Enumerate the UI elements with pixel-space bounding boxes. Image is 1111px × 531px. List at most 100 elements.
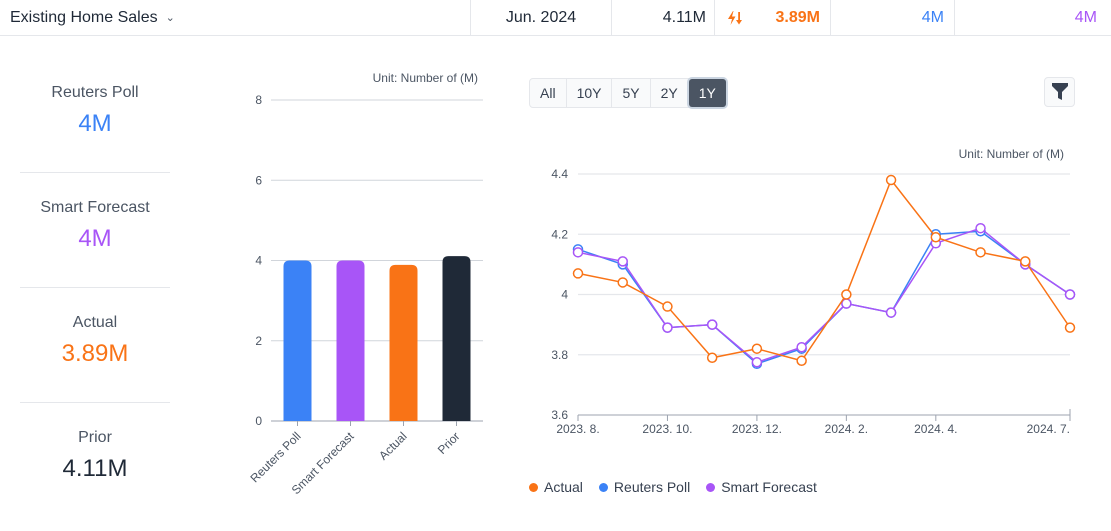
legend-label: Smart Forecast [721,479,817,495]
series-reuters-poll [572,225,1076,370]
range-all-button[interactable]: All [530,79,567,107]
series-smart-forecast [572,222,1076,368]
header-reuters-poll-value: 4M [921,8,944,26]
line-xtick-label: 2024. 4. [914,422,957,436]
divider [611,0,612,35]
range-2y-button[interactable]: 2Y [651,79,689,107]
line-ytick-label: 4 [561,288,568,302]
indicator-title: Existing Home Sales [10,8,158,26]
line-ytick-label: 3.6 [551,408,568,422]
data-point[interactable] [1020,256,1031,267]
bar-ytick-label: 2 [255,334,262,348]
divider [470,0,471,35]
filter-button[interactable] [1044,77,1075,107]
data-point[interactable] [617,277,628,288]
series-line [577,227,1071,364]
bar-ytick-label: 4 [255,254,262,268]
line-ytick-label: 4.4 [551,167,568,181]
line-xtick-label: 2023. 12. [732,422,782,436]
data-point[interactable] [662,301,673,312]
line-xtick-label: 2023. 10. [642,422,692,436]
data-point[interactable] [572,247,584,258]
bar-prior[interactable] [442,256,471,421]
range-selector: All 10Y 5Y 2Y 1Y [529,78,727,108]
data-point[interactable] [796,341,807,353]
data-point[interactable] [662,322,673,333]
header-actual-value: 3.89M [775,8,820,26]
data-point[interactable] [975,247,986,258]
data-point[interactable] [1064,289,1076,300]
data-point[interactable] [796,355,807,367]
data-point[interactable] [885,307,897,318]
range-1y-button[interactable]: 1Y [688,79,726,107]
bar-smart-forecast[interactable] [336,260,365,422]
divider [830,0,831,35]
header-prior-value: 4.11M [662,8,706,26]
bar-xtick-label: Prior [435,429,463,457]
stat-actual: Actual 3.89M [20,288,170,403]
line-xtick-label: 2024. 2. [825,422,868,436]
bar-unit-label: Unit: Number of (M) [373,71,478,85]
line-chart: Unit: Number of (M) 3.6 3.8 4 4.2 4.4 2023. … [551,147,1076,436]
bolt-down-arrow-icon [728,10,742,25]
divider [714,0,715,35]
range-5y-button[interactable]: 5Y [612,79,651,107]
stat-smart-forecast: Smart Forecast 4M [20,173,170,288]
data-point[interactable] [975,222,986,234]
stat-label: Actual [72,314,118,331]
filter-icon [1051,83,1068,100]
bar-reuters-poll[interactable] [283,260,312,422]
line-chart-legend: Actual Reuters Poll Smart Forecast [529,479,833,495]
bar-ytick-label: 6 [255,173,262,187]
indicator-header-bar: Existing Home Sales ⌄ Jun. 2024 4.11M 3.… [0,0,1111,36]
data-point[interactable] [751,357,763,368]
indicator-selector[interactable]: Existing Home Sales ⌄ [10,0,470,35]
legend-item-actual[interactable]: Actual [529,479,583,495]
data-point[interactable] [706,319,718,330]
bar-xtick-label: Reuters Poll [247,429,303,485]
bar-ytick-label: 0 [255,414,262,428]
stat-prior: Prior 4.11M [20,403,170,518]
legend-dot-icon [529,482,538,492]
series-line [577,178,1071,362]
line-unit-label: Unit: Number of (M) [959,147,1064,161]
legend-item-smart-forecast[interactable]: Smart Forecast [706,479,817,495]
header-smart-forecast-value: 4M [1074,8,1097,26]
legend-dot-icon [598,482,608,492]
stat-label: Prior [78,429,112,446]
data-point[interactable] [617,256,628,267]
stat-label: Reuters Poll [51,84,139,101]
data-point[interactable] [751,343,763,354]
legend-label: Reuters Poll [613,479,691,495]
bar-actual[interactable] [389,264,418,421]
series-actual [572,174,1076,367]
data-point[interactable] [1064,322,1076,333]
line-ytick-label: 3.8 [551,348,568,362]
legend-label: Actual [544,479,583,495]
bar-xtick-label: Actual [376,429,409,462]
data-point[interactable] [885,174,897,186]
header-actual: 3.89M [715,0,830,35]
data-point[interactable] [706,352,718,364]
data-point[interactable] [930,232,942,243]
data-point[interactable] [572,268,584,279]
legend-dot-icon [706,482,716,492]
stat-reuters-poll: Reuters Poll 4M [20,58,170,173]
chevron-down-icon: ⌄ [165,12,175,24]
range-10y-button[interactable]: 10Y [567,79,613,107]
stat-value: 4.11M [62,455,128,482]
legend-item-reuters-poll[interactable]: Reuters Poll [598,479,691,495]
stat-value: 4M [78,110,112,137]
bar-ytick-label: 8 [255,93,262,107]
line-xtick-label: 2023. 8. [556,422,599,436]
stat-value: 4M [78,225,112,252]
divider [954,0,955,35]
stat-value: 3.89M [61,340,129,367]
line-xtick-label: 2024. 7. [1027,422,1070,436]
release-date: Jun. 2024 [505,8,577,26]
stat-label: Smart Forecast [40,199,150,216]
stats-panel: Reuters Poll 4M Smart Forecast 4M Actual… [20,58,170,518]
line-ytick-label: 4.2 [551,227,568,241]
data-point[interactable] [841,289,852,300]
